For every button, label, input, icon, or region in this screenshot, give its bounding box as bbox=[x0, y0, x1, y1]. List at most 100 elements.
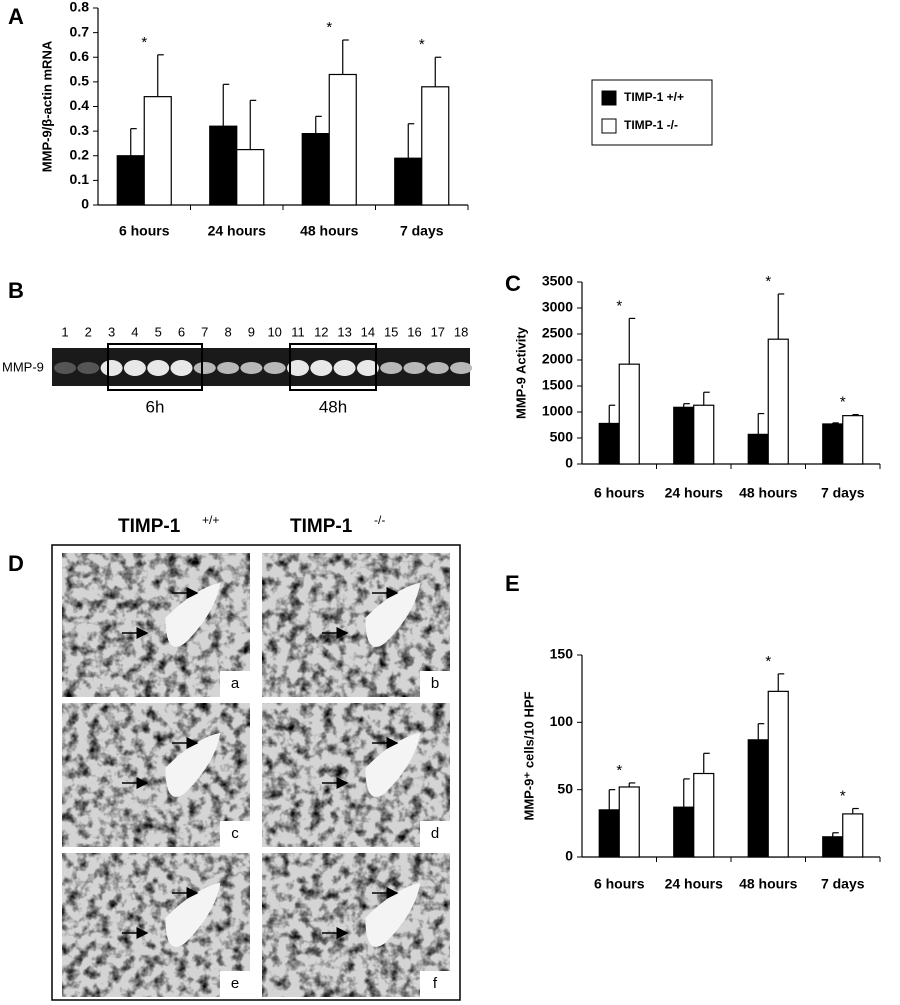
gel-band bbox=[77, 362, 100, 374]
y-tick-label: 0 bbox=[565, 848, 573, 864]
vessel bbox=[365, 582, 421, 647]
legend-swatch bbox=[601, 118, 617, 134]
column-header: TIMP-1 bbox=[290, 516, 353, 537]
bar bbox=[236, 148, 265, 206]
gel-band bbox=[333, 360, 356, 376]
y-tick-label: 0 bbox=[81, 196, 89, 212]
gel-band-label: MMP-9 bbox=[2, 359, 44, 374]
y-tick-label: 0.8 bbox=[70, 0, 90, 15]
lane-number: 17 bbox=[431, 324, 445, 339]
x-tick-label: 24 hours bbox=[665, 485, 724, 501]
lane-number: 13 bbox=[337, 324, 351, 339]
bar bbox=[598, 809, 620, 858]
gel-band bbox=[217, 362, 240, 374]
sublabel: c bbox=[231, 825, 239, 842]
gel-band bbox=[310, 360, 333, 376]
bar bbox=[618, 363, 640, 465]
vessel bbox=[165, 732, 221, 797]
y-tick-label: 50 bbox=[557, 780, 573, 796]
sublabel: f bbox=[433, 975, 438, 992]
y-tick-label: 3500 bbox=[542, 273, 573, 289]
y-tick-label: 0.6 bbox=[70, 48, 90, 64]
y-tick-label: 2500 bbox=[542, 325, 573, 341]
panel-label: B bbox=[8, 278, 24, 303]
y-tick-label: 2000 bbox=[542, 351, 573, 367]
gel-band bbox=[426, 362, 449, 374]
gel-band bbox=[287, 360, 309, 376]
y-tick-label: 1000 bbox=[542, 403, 573, 419]
lane-number: 10 bbox=[267, 324, 281, 339]
vessel bbox=[365, 732, 421, 797]
y-tick-label: 0.4 bbox=[70, 97, 90, 113]
bar bbox=[747, 433, 769, 465]
bar bbox=[673, 806, 695, 858]
bar bbox=[143, 96, 172, 206]
y-tick-label: 500 bbox=[550, 429, 574, 445]
sublabel: e bbox=[231, 975, 239, 992]
y-axis-label: MMP-9/β-actin mRNA bbox=[39, 40, 54, 172]
sublabel-box bbox=[420, 821, 450, 847]
micrograph-frame bbox=[51, 544, 461, 1001]
column-header-sup: -/- bbox=[374, 513, 385, 527]
significance-marker: * bbox=[840, 787, 846, 804]
gel-band bbox=[100, 360, 123, 376]
bar bbox=[116, 155, 145, 206]
micrograph-texture bbox=[62, 553, 250, 697]
lane-number: 1 bbox=[61, 324, 68, 339]
x-tick-label: 48 hours bbox=[739, 876, 798, 892]
bar bbox=[693, 404, 715, 465]
lane-number: 2 bbox=[85, 324, 92, 339]
gel-box-label: 6h bbox=[146, 397, 165, 416]
gel-box bbox=[107, 343, 203, 391]
micrograph-texture bbox=[262, 553, 450, 697]
y-tick-label: 150 bbox=[550, 646, 574, 662]
y-tick-label: 3000 bbox=[542, 299, 573, 315]
y-tick-label: 0.2 bbox=[70, 146, 90, 162]
x-tick-label: 48 hours bbox=[300, 223, 359, 239]
bar bbox=[747, 739, 769, 858]
x-tick-label: 6 hours bbox=[594, 876, 645, 892]
x-tick-label: 7 days bbox=[821, 485, 865, 501]
significance-marker: * bbox=[141, 34, 147, 51]
bar bbox=[394, 157, 423, 206]
legend-swatch bbox=[601, 90, 617, 106]
bar bbox=[842, 415, 864, 465]
vessel bbox=[165, 882, 221, 947]
vessel bbox=[365, 882, 421, 947]
bar bbox=[598, 422, 620, 465]
y-tick-label: 100 bbox=[550, 713, 574, 729]
micrograph-texture bbox=[62, 703, 250, 847]
lane-number: 4 bbox=[131, 324, 138, 339]
x-tick-label: 24 hours bbox=[208, 223, 267, 239]
x-tick-label: 24 hours bbox=[665, 876, 724, 892]
y-tick-label: 1500 bbox=[542, 377, 573, 393]
sublabel: a bbox=[231, 675, 240, 692]
x-tick-label: 7 days bbox=[400, 223, 444, 239]
sublabel: b bbox=[431, 675, 439, 692]
column-header: TIMP-1 bbox=[118, 516, 181, 537]
lane-number: 15 bbox=[384, 324, 398, 339]
gel-box-label: 48h bbox=[319, 397, 347, 416]
sublabel-box bbox=[420, 971, 450, 997]
sublabel-box bbox=[220, 971, 250, 997]
x-tick-label: 48 hours bbox=[739, 485, 798, 501]
lane-number: 12 bbox=[314, 324, 328, 339]
bar bbox=[618, 786, 640, 858]
significance-marker: * bbox=[616, 297, 622, 314]
y-tick-label: 0.1 bbox=[70, 171, 90, 187]
x-tick-label: 6 hours bbox=[119, 223, 170, 239]
panel-label: E bbox=[505, 571, 520, 596]
gel-band bbox=[263, 362, 286, 374]
y-axis-label: MMP-9⁺ cells/10 HPF bbox=[521, 691, 536, 820]
significance-marker: * bbox=[765, 273, 771, 290]
bar bbox=[842, 813, 864, 858]
column-header-sup: +/+ bbox=[202, 513, 219, 527]
sublabel-box bbox=[220, 671, 250, 697]
sublabel-box bbox=[220, 821, 250, 847]
vessel bbox=[165, 582, 221, 647]
gel-band bbox=[123, 360, 146, 376]
y-tick-label: 0.5 bbox=[70, 73, 90, 89]
significance-marker: * bbox=[419, 36, 425, 53]
lane-number: 11 bbox=[291, 324, 305, 339]
